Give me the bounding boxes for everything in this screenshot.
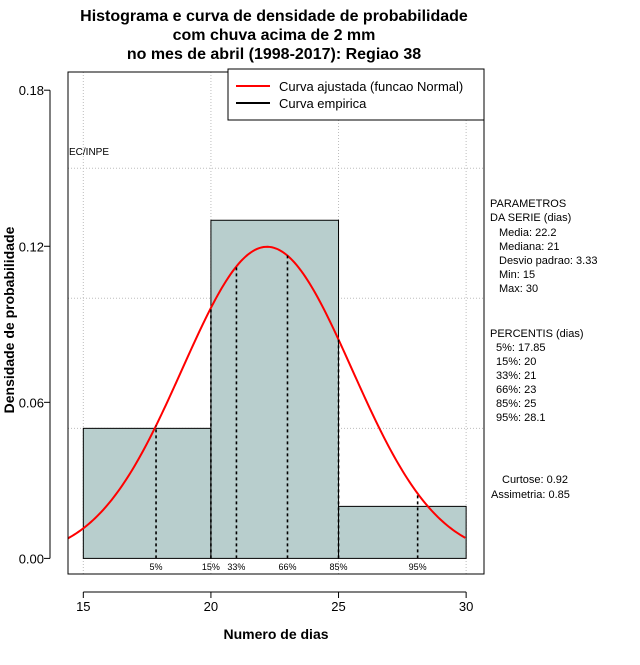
percentil-item: 33%: 21 xyxy=(496,370,536,382)
params-title: PARAMETROS xyxy=(490,198,566,210)
chart-title-line: no mes de abril (1998-2017): Regiao 38 xyxy=(127,46,421,63)
legend-label: Curva empirica xyxy=(279,96,367,111)
chart-title-line: com chuva acima de 2 mm xyxy=(173,27,376,44)
chart-title-line: Histograma e curva de densidade de proba… xyxy=(80,8,468,25)
histogram-bar xyxy=(210,219,340,559)
percentil-item: 66%: 23 xyxy=(496,384,536,396)
percentil-item: 15%: 20 xyxy=(496,356,536,368)
percentile-label: 5% xyxy=(150,562,163,572)
percentile-label: 66% xyxy=(278,562,296,572)
fitted-normal-curve xyxy=(67,245,466,540)
watermark-text: EC/INPE xyxy=(69,147,109,158)
param-item: Desvio padrao: 3.33 xyxy=(499,255,597,267)
histogram-bar xyxy=(338,505,467,559)
kurtosis-text: Curtose: 0.92 xyxy=(502,474,568,486)
skewness-text: Assimetria: 0.85 xyxy=(491,489,570,501)
y-tick-label: 0.06 xyxy=(19,395,44,410)
percentis-title: PERCENTIS (dias) xyxy=(490,328,584,340)
percentil-item: 95%: 28.1 xyxy=(496,412,546,424)
legend-box xyxy=(227,68,485,121)
y-axis-title: Densidade de probabilidade xyxy=(1,226,17,413)
params-title: DA SERIE (dias) xyxy=(490,212,571,224)
legend-label: Curva ajustada (funcao Normal) xyxy=(279,79,463,94)
x-tick-label: 30 xyxy=(459,599,473,614)
y-tick-label: 0.12 xyxy=(19,239,44,254)
percentil-item: 85%: 25 xyxy=(496,398,536,410)
param-item: Media: 22.2 xyxy=(499,227,556,239)
y-tick-label: 0.18 xyxy=(19,83,44,98)
x-tick-label: 15 xyxy=(76,599,90,614)
percentile-label: 85% xyxy=(330,562,348,572)
percentile-label: 95% xyxy=(409,562,427,572)
param-item: Max: 30 xyxy=(499,283,538,295)
param-item: Mediana: 21 xyxy=(499,241,560,253)
histogram-bar xyxy=(82,427,212,559)
y-tick-label: 0.00 xyxy=(19,551,44,566)
param-item: Min: 15 xyxy=(499,269,535,281)
percentile-label: 33% xyxy=(227,562,245,572)
x-tick-label: 25 xyxy=(331,599,345,614)
x-tick-label: 20 xyxy=(204,599,218,614)
x-axis-title: Numero de dias xyxy=(223,626,328,642)
percentil-item: 5%: 17.85 xyxy=(496,342,546,354)
percentile-label: 15% xyxy=(202,562,220,572)
